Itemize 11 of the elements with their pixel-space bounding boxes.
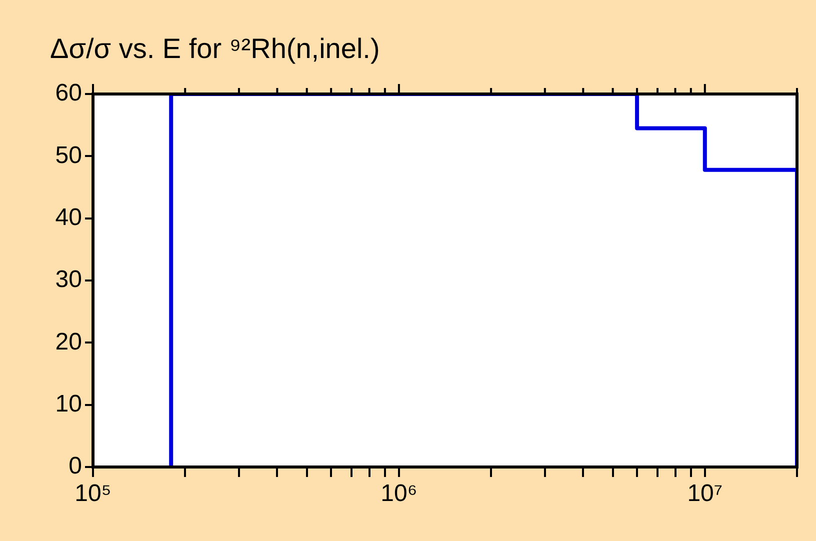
y-tick-label: 20 bbox=[55, 328, 82, 356]
y-tick-label: 40 bbox=[55, 204, 82, 231]
y-tick-label: 0 bbox=[68, 452, 82, 480]
y-tick-label: 60 bbox=[55, 80, 82, 107]
x-tick-label: 10⁷ bbox=[687, 480, 723, 508]
x-tick-label: 10⁶ bbox=[380, 480, 418, 508]
y-tick-label: 10 bbox=[55, 390, 82, 418]
y-tick-label: 30 bbox=[55, 266, 82, 294]
x-tick-label: 10⁵ bbox=[74, 480, 112, 508]
y-tick-label: 50 bbox=[55, 142, 82, 169]
chart-title: Δσ/σ vs. E for ⁹²Rh(n,inel.) bbox=[50, 33, 380, 64]
